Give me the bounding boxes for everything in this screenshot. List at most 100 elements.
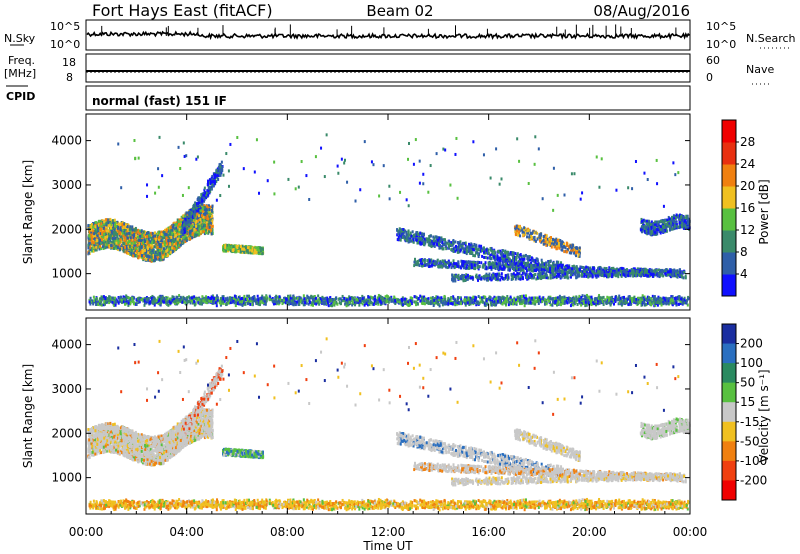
power-cell bbox=[153, 239, 156, 243]
power-cell bbox=[459, 296, 462, 300]
power-cell bbox=[99, 241, 102, 245]
power-cell bbox=[133, 228, 136, 232]
power-cell bbox=[99, 245, 102, 249]
power-cell bbox=[95, 301, 98, 305]
power-cell bbox=[107, 237, 110, 241]
power-cell bbox=[179, 234, 182, 238]
power-cell bbox=[90, 230, 93, 234]
power-cell bbox=[92, 241, 95, 245]
power-cell bbox=[510, 298, 513, 302]
power-cell bbox=[118, 222, 121, 226]
power-cell bbox=[115, 241, 118, 245]
power-cell bbox=[210, 214, 213, 218]
power-cell bbox=[677, 295, 680, 299]
power-cell bbox=[646, 301, 649, 305]
power-cell bbox=[183, 229, 186, 233]
power-cell bbox=[503, 298, 506, 302]
power-cell bbox=[339, 297, 342, 301]
power-cell bbox=[190, 230, 193, 234]
power-cell bbox=[172, 246, 175, 250]
power-cell bbox=[115, 244, 118, 248]
power-cell bbox=[176, 300, 179, 304]
power-cell bbox=[136, 240, 139, 244]
power-cell bbox=[211, 174, 214, 178]
power-cell bbox=[484, 303, 487, 307]
power-cell bbox=[197, 301, 200, 305]
power-cell bbox=[617, 298, 620, 302]
power-cell bbox=[193, 222, 196, 226]
power-cell bbox=[156, 234, 159, 238]
power-cell bbox=[472, 295, 475, 299]
power-cell bbox=[150, 246, 153, 250]
power-cell bbox=[619, 296, 622, 300]
noise-trace bbox=[86, 24, 690, 41]
power-cell bbox=[522, 294, 525, 298]
power-cell bbox=[207, 206, 210, 210]
power-cell bbox=[98, 299, 101, 303]
power-cell bbox=[520, 302, 523, 306]
power-cell bbox=[195, 202, 198, 206]
power-cell bbox=[151, 294, 154, 298]
power-cell bbox=[114, 228, 117, 232]
power-cell bbox=[204, 219, 207, 223]
power-cell bbox=[186, 222, 189, 226]
power-cell bbox=[298, 302, 301, 306]
power-cell bbox=[142, 230, 145, 234]
power-cell bbox=[145, 250, 148, 254]
power-cell bbox=[511, 300, 514, 304]
power-cell bbox=[130, 248, 133, 252]
power-cell bbox=[154, 237, 157, 241]
power-cell bbox=[203, 206, 206, 210]
power-cell bbox=[162, 247, 165, 251]
power-cell bbox=[189, 220, 192, 224]
power-cell bbox=[114, 226, 117, 230]
power-cell bbox=[175, 298, 178, 302]
power-cell bbox=[122, 246, 125, 250]
power-cell bbox=[419, 299, 422, 303]
power-cell bbox=[637, 296, 640, 300]
power-cell bbox=[279, 298, 282, 302]
power-cell bbox=[482, 300, 485, 304]
power-cell bbox=[190, 211, 193, 215]
power-cell bbox=[173, 231, 176, 235]
power-cell bbox=[199, 215, 202, 219]
power-cell bbox=[124, 228, 127, 232]
power-cell bbox=[158, 248, 161, 252]
power-cell bbox=[131, 228, 134, 232]
power-cell bbox=[219, 168, 222, 172]
power-cell bbox=[87, 251, 90, 255]
power-cell bbox=[142, 245, 145, 249]
power-cell bbox=[123, 222, 126, 226]
power-cell bbox=[179, 295, 182, 299]
power-cell bbox=[182, 241, 185, 245]
power-cell bbox=[138, 246, 141, 250]
power-cell bbox=[175, 229, 178, 233]
power-cell bbox=[209, 190, 212, 194]
power-cell bbox=[100, 224, 103, 228]
power-cell bbox=[460, 300, 463, 304]
power-cell bbox=[540, 300, 543, 304]
power-cell bbox=[163, 232, 166, 236]
power-cell bbox=[126, 224, 129, 228]
power-cell bbox=[385, 294, 388, 298]
power-cell bbox=[160, 245, 163, 249]
power-cell bbox=[670, 295, 673, 299]
power-cell bbox=[255, 246, 258, 250]
power-cell bbox=[124, 233, 127, 237]
power-cell bbox=[210, 228, 213, 232]
power-cell bbox=[88, 241, 91, 245]
power-cell bbox=[172, 235, 175, 239]
power-cell bbox=[617, 296, 620, 300]
power-cell bbox=[198, 224, 201, 228]
power-cell bbox=[303, 303, 306, 307]
power-cell bbox=[141, 255, 144, 259]
power-cell bbox=[216, 298, 219, 302]
power-cell bbox=[402, 302, 405, 306]
power-cell bbox=[129, 230, 132, 234]
power-cell bbox=[102, 243, 105, 247]
power-cell bbox=[524, 297, 527, 301]
power-cell bbox=[148, 254, 151, 258]
power-cell bbox=[103, 301, 106, 305]
power-cell bbox=[101, 236, 104, 240]
power-cell bbox=[94, 248, 97, 252]
